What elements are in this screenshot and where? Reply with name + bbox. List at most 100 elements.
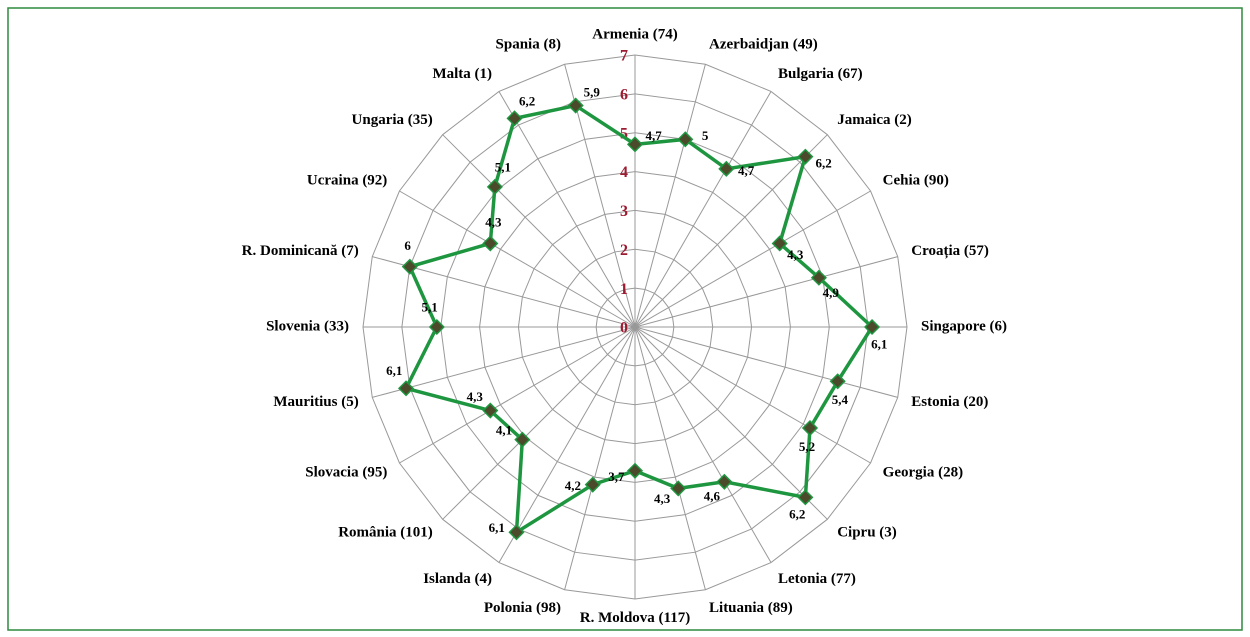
category-label: Spania (8) (496, 37, 561, 53)
spoke (634, 91, 772, 328)
plot: 0 1 2 3 4 5 6 7 Armenia (74) Azerbaidjan (49) Bulg… (242, 27, 1007, 626)
marker (397, 380, 415, 397)
category-label: R. Dominicană (7) (242, 243, 359, 259)
marker (514, 431, 531, 448)
marker (810, 269, 827, 286)
category-label: Islanda (4) (423, 571, 492, 587)
marker (506, 110, 523, 127)
spoke (634, 326, 772, 563)
category-label: Georgia (28) (883, 464, 963, 480)
marker (482, 402, 499, 419)
data-label: 4,3 (654, 491, 671, 506)
data-label: 6 (404, 238, 411, 253)
r-tick-label: 0 (620, 320, 628, 337)
r-tick-label: 3 (620, 203, 628, 220)
category-label: Letonia (77) (778, 571, 856, 587)
spoke (634, 64, 706, 328)
data-label: 4,7 (738, 163, 755, 178)
spoke (564, 326, 636, 590)
r-tick-label: 2 (620, 242, 628, 259)
category-label: Cipru (3) (837, 525, 897, 541)
category-label: Ucraina (92) (307, 173, 387, 189)
data-label: 3,7 (608, 469, 625, 484)
spoke (442, 134, 636, 328)
data-label: 5,2 (799, 439, 815, 454)
data-label: 6,1 (386, 363, 402, 378)
category-label: Slovacia (95) (305, 464, 387, 480)
spoke (634, 326, 706, 590)
data-label: 4,1 (496, 423, 512, 438)
data-label: 4,9 (823, 285, 840, 300)
marker (797, 148, 814, 165)
data-label: 4,3 (467, 389, 484, 404)
data-label: 5,4 (832, 392, 849, 407)
marker (584, 476, 601, 493)
data-label: 4,6 (704, 488, 721, 503)
category-label: Singapore (6) (921, 318, 1007, 334)
category-label: Ungaria (35) (352, 112, 433, 128)
marker (567, 97, 584, 114)
marker (482, 235, 499, 252)
category-label: R. Moldova (117) (580, 610, 690, 626)
data-label: 5,1 (495, 160, 511, 175)
r-tick-label: 6 (620, 87, 628, 104)
data-label: 6,1 (489, 520, 505, 535)
r-tick-label: 1 (620, 281, 628, 298)
r-tick-label: 5 (620, 125, 628, 142)
data-label: 6,2 (519, 94, 535, 109)
marker (677, 131, 694, 148)
spoke (498, 326, 636, 563)
marker (863, 318, 881, 336)
marker (771, 235, 788, 252)
category-label: Azerbaidjan (49) (709, 37, 818, 53)
spoke (634, 134, 828, 328)
marker (401, 258, 418, 275)
chart-border (7, 7, 1243, 631)
spoke (399, 326, 636, 464)
category-label: Slovenia (33) (266, 318, 349, 334)
marker (626, 136, 644, 153)
spoke (442, 326, 636, 520)
marker (508, 524, 525, 541)
marker (829, 373, 846, 390)
category-label: Malta (1) (432, 66, 492, 82)
data-label: 4,3 (787, 247, 804, 262)
data-label: 4,3 (485, 215, 502, 230)
marker (486, 178, 503, 195)
marker (670, 480, 687, 497)
marker (718, 160, 735, 177)
r-tick-label: 4 (620, 164, 628, 181)
category-label: Cehia (90) (883, 173, 949, 189)
marker (428, 318, 445, 336)
grid (362, 54, 908, 600)
data-label: 4,7 (646, 128, 663, 143)
spoke (634, 326, 898, 398)
category-label: Polonia (98) (484, 600, 561, 616)
marker (626, 462, 644, 479)
spoke (372, 326, 636, 398)
category-label: Lituania (89) (709, 600, 793, 616)
category-label: România (101) (338, 525, 433, 541)
marker (797, 489, 814, 506)
category-label: Estonia (20) (911, 394, 988, 410)
data-label: 5,9 (584, 85, 601, 100)
spoke (634, 256, 898, 328)
category-label: Armenia (74) (592, 27, 677, 43)
data-label: 6,1 (871, 337, 887, 352)
spoke (634, 190, 871, 328)
data-label: 6,2 (789, 507, 805, 522)
data-label: 4,2 (565, 478, 581, 493)
category-label: Jamaica (2) (837, 112, 912, 128)
spoke (498, 91, 636, 328)
category-label: Mauritius (5) (273, 394, 358, 410)
spoke (634, 326, 871, 464)
spoke (634, 326, 828, 520)
category-label: Bulgaria (67) (778, 66, 863, 82)
data-label: 6,2 (816, 156, 832, 171)
marker (801, 419, 819, 437)
data-label: 5 (702, 128, 709, 143)
data-label: 5,1 (421, 299, 437, 314)
spoke (399, 190, 636, 328)
category-label: Croația (57) (911, 243, 989, 259)
